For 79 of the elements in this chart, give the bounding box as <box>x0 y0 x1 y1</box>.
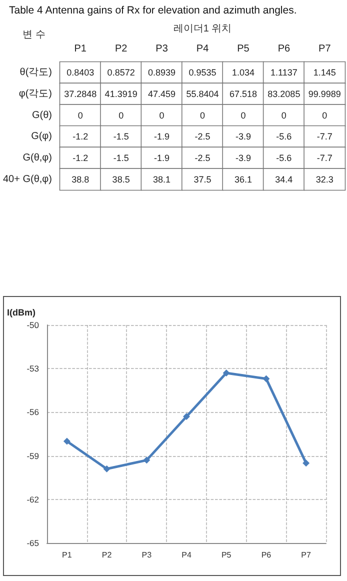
y-tick-label: -62 <box>26 494 40 504</box>
point <box>262 375 270 382</box>
data-label: 0 <box>200 110 206 120</box>
y-tick-label: -53 <box>26 364 40 374</box>
data-label: 34.4 <box>275 174 293 184</box>
x-tick-label: P1 <box>74 44 87 54</box>
data-label: -1.2 <box>72 153 88 163</box>
data-label: 37.2848 <box>64 89 97 99</box>
data-label: -7.7 <box>316 132 332 142</box>
point <box>183 413 190 420</box>
data-label: 0.8403 <box>66 68 94 78</box>
data-label: 0 <box>118 110 124 120</box>
y-tick-label: G(φ) <box>31 131 52 142</box>
data-label: 1.034 <box>232 68 254 78</box>
x-tick-label: P3 <box>156 44 168 54</box>
y-tick-label: G(θ,φ) <box>22 152 52 164</box>
x-tick-label: P6 <box>261 550 272 560</box>
x-tick-label: P7 <box>301 550 312 560</box>
data-label: -2.5 <box>194 132 210 142</box>
data-label: -2.5 <box>194 153 210 163</box>
y-tick-label: -56 <box>26 407 40 418</box>
point <box>302 460 310 467</box>
data-label: 47.459 <box>148 89 176 99</box>
data-label: 99.9989 <box>308 89 341 99</box>
x-tick-label: P6 <box>278 44 290 54</box>
point <box>222 369 230 376</box>
y-tick-label: G(θ) <box>32 110 52 121</box>
point <box>63 438 70 445</box>
data-label: -1.2 <box>72 132 88 142</box>
data-label: -1.9 <box>154 132 170 142</box>
y-tick-label: -50 <box>26 320 40 330</box>
data-label: -5.6 <box>276 153 292 163</box>
point <box>143 456 150 464</box>
data-label: -3.9 <box>235 132 251 142</box>
x-tick-label: P1 <box>62 550 72 560</box>
x-tick-label: P7 <box>318 44 332 54</box>
data-label: 0 <box>281 110 286 120</box>
y-tick-label: θ(각도) <box>20 67 52 78</box>
x-tick-label: P2 <box>114 44 128 54</box>
data-label: -5.6 <box>276 132 292 142</box>
data-label: -1.9 <box>154 153 170 163</box>
data-label: 1.145 <box>313 68 336 78</box>
data-label: 1.1137 <box>270 68 298 78</box>
data-label: -3.9 <box>235 153 251 163</box>
x-tick-label: P4 <box>196 44 210 54</box>
x-tick-label: P5 <box>221 550 232 560</box>
x-axis-title: 레이더1 위치 <box>173 24 232 34</box>
data-label: 0 <box>240 110 246 120</box>
data-label: 0 <box>322 110 328 120</box>
y-tick-label: 40+ G(θ,φ) <box>2 174 52 185</box>
chart-title: Table 4 Antenna gains of Rx for elevation and azimuth angles. <box>9 4 297 16</box>
data-label: 55.8404 <box>186 89 219 99</box>
data-label: 0.8939 <box>148 68 176 78</box>
data-label: 38.8 <box>72 174 90 184</box>
data-label: -7.7 <box>316 153 332 163</box>
data-label: 0.9535 <box>188 68 216 78</box>
x-tick-label: P5 <box>237 44 250 54</box>
data-label: 38.5 <box>112 174 130 184</box>
data-label: 83.2085 <box>268 89 300 99</box>
data-label: 36.1 <box>234 174 252 184</box>
data-label: -1.5 <box>113 132 129 142</box>
data-label: 67.518 <box>229 89 257 99</box>
data-label: 37.5 <box>194 174 212 184</box>
data-label: -1.5 <box>113 153 129 163</box>
data-label: 0.8572 <box>107 68 135 78</box>
x-tick-label: P4 <box>182 550 192 560</box>
data-label: 41.3919 <box>104 89 138 99</box>
data-label: 0 <box>159 110 164 120</box>
data-label: 0 <box>78 110 83 120</box>
data-label: 32.3 <box>316 174 334 184</box>
point <box>103 465 110 472</box>
y-tick-label: -59 <box>26 450 40 461</box>
data-label: 38.1 <box>153 174 171 184</box>
y-tick-label: -65 <box>26 538 40 548</box>
y-axis-title: 변 수 <box>22 30 46 40</box>
y-axis-title: I(dBm) <box>7 308 36 318</box>
y-tick-label: φ(각도) <box>18 88 52 100</box>
x-tick-label: P3 <box>142 550 152 560</box>
x-tick-label: P2 <box>102 550 112 560</box>
